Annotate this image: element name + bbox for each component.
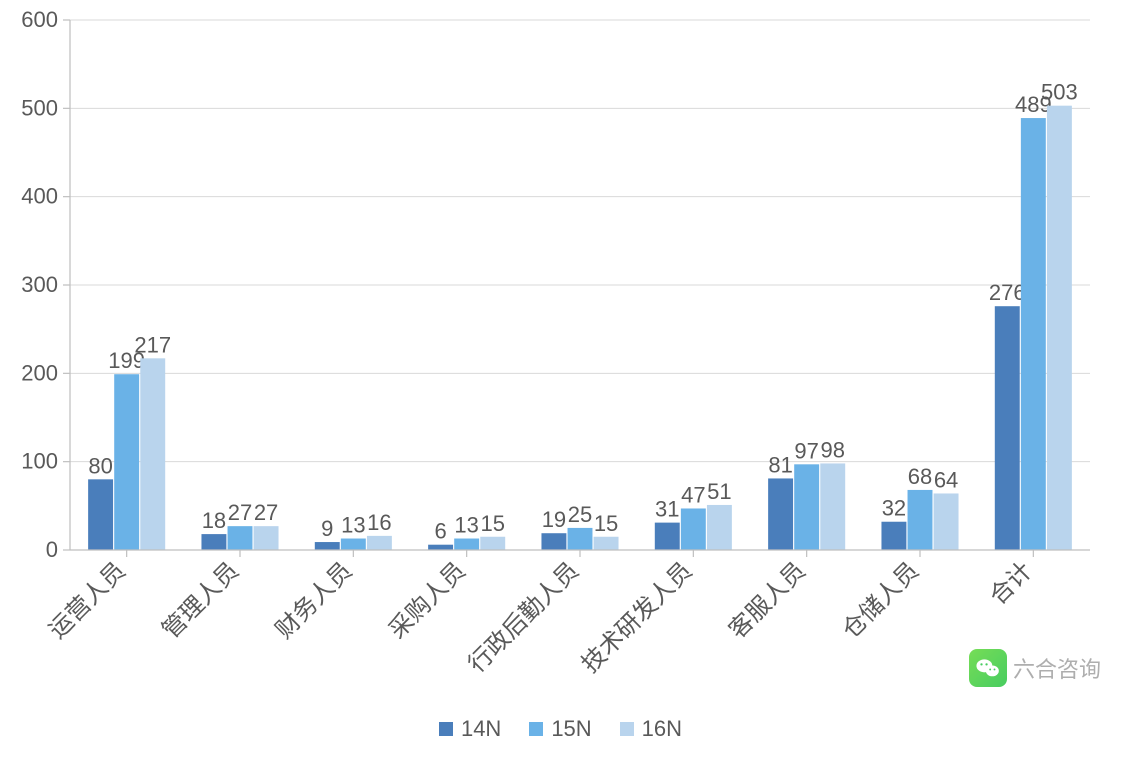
bar <box>541 533 566 550</box>
bar <box>228 526 253 550</box>
legend-swatch <box>529 722 543 736</box>
y-tick-label: 600 <box>21 7 58 32</box>
bar-value-label: 18 <box>202 508 226 533</box>
legend-label: 16N <box>642 716 682 742</box>
y-tick-label: 500 <box>21 95 58 120</box>
legend-label: 15N <box>551 716 591 742</box>
bar-value-label: 31 <box>655 497 679 522</box>
bar-value-label: 15 <box>594 511 618 536</box>
bar-value-label: 13 <box>341 513 365 538</box>
bar-value-label: 68 <box>908 464 932 489</box>
legend-swatch <box>439 722 453 736</box>
bar <box>820 463 845 550</box>
watermark: 六合咨询 <box>969 649 1101 687</box>
y-tick-label: 200 <box>21 360 58 385</box>
bar-value-label: 97 <box>794 438 818 463</box>
bar-chart: 010020030040050060080199217运营人员182727管理人… <box>0 0 1121 757</box>
bar <box>1021 118 1046 550</box>
bar <box>454 539 479 550</box>
bar-value-label: 27 <box>228 500 252 525</box>
bar <box>1047 106 1072 550</box>
y-tick-label: 400 <box>21 184 58 209</box>
bar <box>367 536 392 550</box>
bar-value-label: 6 <box>434 519 446 544</box>
bar-value-label: 27 <box>254 500 278 525</box>
y-tick-label: 300 <box>21 272 58 297</box>
wechat-icon <box>969 649 1007 687</box>
bar-value-label: 25 <box>568 502 592 527</box>
y-tick-label: 100 <box>21 449 58 474</box>
bar-value-label: 98 <box>820 437 844 462</box>
bar <box>707 505 732 550</box>
bar <box>908 490 933 550</box>
bar <box>681 508 706 550</box>
bar-value-label: 47 <box>681 482 705 507</box>
bar-value-label: 217 <box>134 332 171 357</box>
bar-value-label: 64 <box>934 467 958 492</box>
bar <box>480 537 505 550</box>
bar <box>934 493 959 550</box>
bar <box>655 523 680 550</box>
chart-container: 010020030040050060080199217运营人员182727管理人… <box>0 0 1121 757</box>
legend-item: 15N <box>529 716 591 742</box>
bar-value-label: 81 <box>768 452 792 477</box>
bar-value-label: 16 <box>367 510 391 535</box>
legend-swatch <box>620 722 634 736</box>
bar <box>140 358 165 550</box>
bar-value-label: 80 <box>88 453 112 478</box>
legend-item: 16N <box>620 716 682 742</box>
watermark-text: 六合咨询 <box>1013 652 1101 684</box>
bar <box>114 374 139 550</box>
bar-value-label: 503 <box>1041 80 1078 105</box>
bar <box>881 522 906 550</box>
bar <box>201 534 226 550</box>
bar <box>995 306 1020 550</box>
bar-value-label: 32 <box>882 496 906 521</box>
bar <box>254 526 279 550</box>
bar <box>794 464 819 550</box>
y-tick-label: 0 <box>46 537 58 562</box>
legend-item: 14N <box>439 716 501 742</box>
bar-value-label: 15 <box>480 511 504 536</box>
legend-label: 14N <box>461 716 501 742</box>
bar <box>428 545 453 550</box>
bar-value-label: 276 <box>989 280 1026 305</box>
legend: 14N 15N 16N <box>0 716 1121 742</box>
bar <box>315 542 340 550</box>
bar <box>594 537 619 550</box>
bar-value-label: 19 <box>542 507 566 532</box>
bar-value-label: 51 <box>707 479 731 504</box>
bar <box>341 539 366 550</box>
bar <box>568 528 593 550</box>
bar-value-label: 13 <box>454 513 478 538</box>
bar <box>768 478 793 550</box>
bar-value-label: 9 <box>321 516 333 541</box>
bar <box>88 479 113 550</box>
